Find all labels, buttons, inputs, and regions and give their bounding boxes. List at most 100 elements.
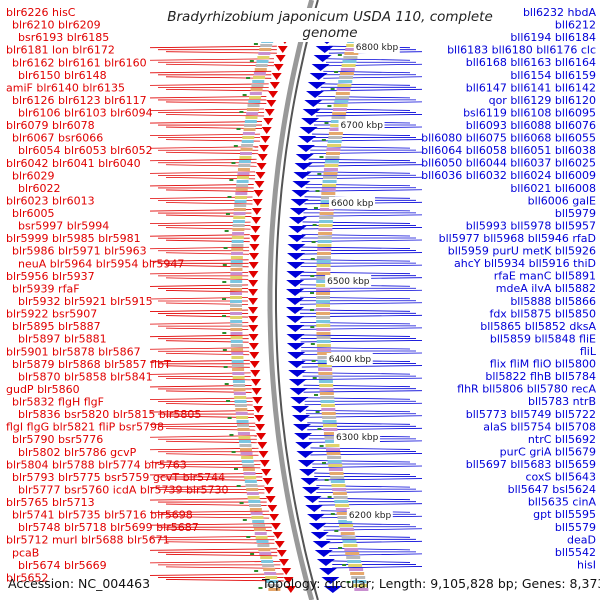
feature-block [259, 48, 272, 51]
left-strand-arrow [271, 73, 282, 80]
feature-block [253, 76, 266, 79]
feature-block [230, 336, 243, 339]
feature-block [339, 72, 354, 75]
left-gene-label: blr5748 blr5718 blr5699 blr5687 [18, 521, 199, 534]
feature-block [246, 108, 259, 111]
feature-block [327, 460, 342, 463]
feature-block [240, 152, 253, 155]
left-strand-arrow [252, 397, 263, 404]
feature-block [340, 68, 355, 71]
left-strand-arrow [267, 505, 278, 512]
genome-summary: Topology: circular; Length: 9,105,828 bp… [262, 576, 600, 591]
scale-tick [231, 162, 236, 164]
feature-block [249, 508, 262, 511]
left-gene-label: blr5832 flgH flgF [12, 396, 104, 409]
feature-block [345, 48, 360, 51]
right-strand-arrow [301, 118, 320, 125]
right-strand-arrow [293, 172, 312, 179]
feature-block [324, 440, 339, 443]
left-strand-arrow [250, 370, 261, 377]
right-strand-arrow [287, 235, 306, 242]
feature-block [329, 128, 344, 131]
right-gene-line [301, 246, 411, 249]
feature-block [268, 588, 281, 591]
feature-block [339, 524, 354, 527]
feature-block [318, 376, 333, 379]
feature-block [321, 188, 336, 191]
left-strand-arrow [251, 388, 262, 395]
right-strand-arrow [294, 433, 313, 440]
feature-block [238, 440, 251, 443]
right-gene-label: bll5635 cinA [528, 496, 597, 509]
scale-tick [330, 513, 335, 515]
scale-tick [317, 173, 322, 175]
feature-block [231, 364, 244, 367]
feature-block [243, 472, 256, 475]
feature-block [256, 60, 269, 63]
feature-block [332, 488, 347, 491]
right-gene-label: fdx bll5875 bll5850 [489, 307, 596, 320]
left-gene-line [149, 133, 261, 137]
right-gene-label: bll5993 bll5978 bll5957 [466, 219, 596, 232]
feature-block [337, 84, 352, 87]
feature-block [323, 172, 338, 175]
feature-block [250, 512, 263, 515]
left-strand-arrow [249, 244, 260, 251]
left-gene-line [149, 573, 284, 576]
left-strand-arrow [248, 334, 259, 341]
feature-block [254, 68, 267, 71]
right-gene-label: bll5783 ntrB [528, 395, 596, 408]
feature-block [233, 208, 246, 211]
feature-block [335, 504, 350, 507]
left-gene-label: blr5836 bsr5820 blr5815 blr5805 [18, 408, 201, 421]
left-strand-arrow [275, 55, 286, 62]
feature-block [231, 348, 244, 351]
feature-block [342, 540, 357, 543]
left-gene-label: blr5939 rfaF [12, 282, 80, 295]
feature-block [326, 448, 341, 451]
left-gene-label: blr6226 hisC [6, 6, 76, 19]
right-strand-arrow [286, 289, 305, 296]
feature-block [344, 548, 359, 551]
left-gene-line [165, 541, 275, 544]
scale-tick [324, 479, 329, 481]
right-gene-label: ahcY bll5934 bll5916 thiD [454, 257, 596, 270]
right-strand-arrow [286, 343, 305, 350]
feature-block [230, 324, 243, 327]
left-gene-label: blr5741 blr5735 blr5716 blr5698 [12, 509, 193, 522]
scale-tick [236, 128, 241, 130]
ring-inner-edge [275, 0, 319, 600]
feature-block [321, 408, 336, 411]
left-gene-line [165, 377, 251, 381]
feature-block [252, 80, 265, 83]
feature-block [316, 280, 331, 283]
left-gene-line [149, 45, 277, 49]
feature-block [258, 548, 271, 551]
feature-block [316, 272, 331, 275]
right-strand-arrow [295, 442, 314, 449]
left-gene-line [165, 114, 265, 117]
feature-block [317, 244, 332, 247]
left-gene-label: blr5932 blr5921 blr5915 [18, 295, 153, 308]
feature-block [257, 544, 270, 547]
left-gene-line [149, 83, 269, 86]
feature-block [338, 520, 353, 523]
left-gene-label: blr5956 blr5937 [6, 270, 95, 283]
right-gene-label: bll5697 bll5683 bll5659 [466, 458, 596, 471]
left-strand-arrow [248, 325, 259, 332]
feature-block [230, 276, 243, 279]
feature-block [332, 492, 347, 495]
feature-block [318, 232, 333, 235]
right-strand-arrow [292, 415, 311, 422]
left-gene-label: blr6126 blr6123 blr6117 [12, 94, 147, 107]
feature-block [353, 584, 368, 587]
left-strand-arrow [255, 424, 266, 431]
right-gene-label: rfaE manC bll5891 [494, 270, 596, 283]
right-gene-line [305, 183, 411, 187]
feature-block [316, 304, 331, 307]
left-gene-label: blr5652 [6, 571, 49, 584]
left-strand-arrow [248, 343, 259, 350]
left-strand-arrow [253, 190, 264, 197]
feature-block [234, 204, 247, 207]
feature-block [253, 72, 266, 75]
